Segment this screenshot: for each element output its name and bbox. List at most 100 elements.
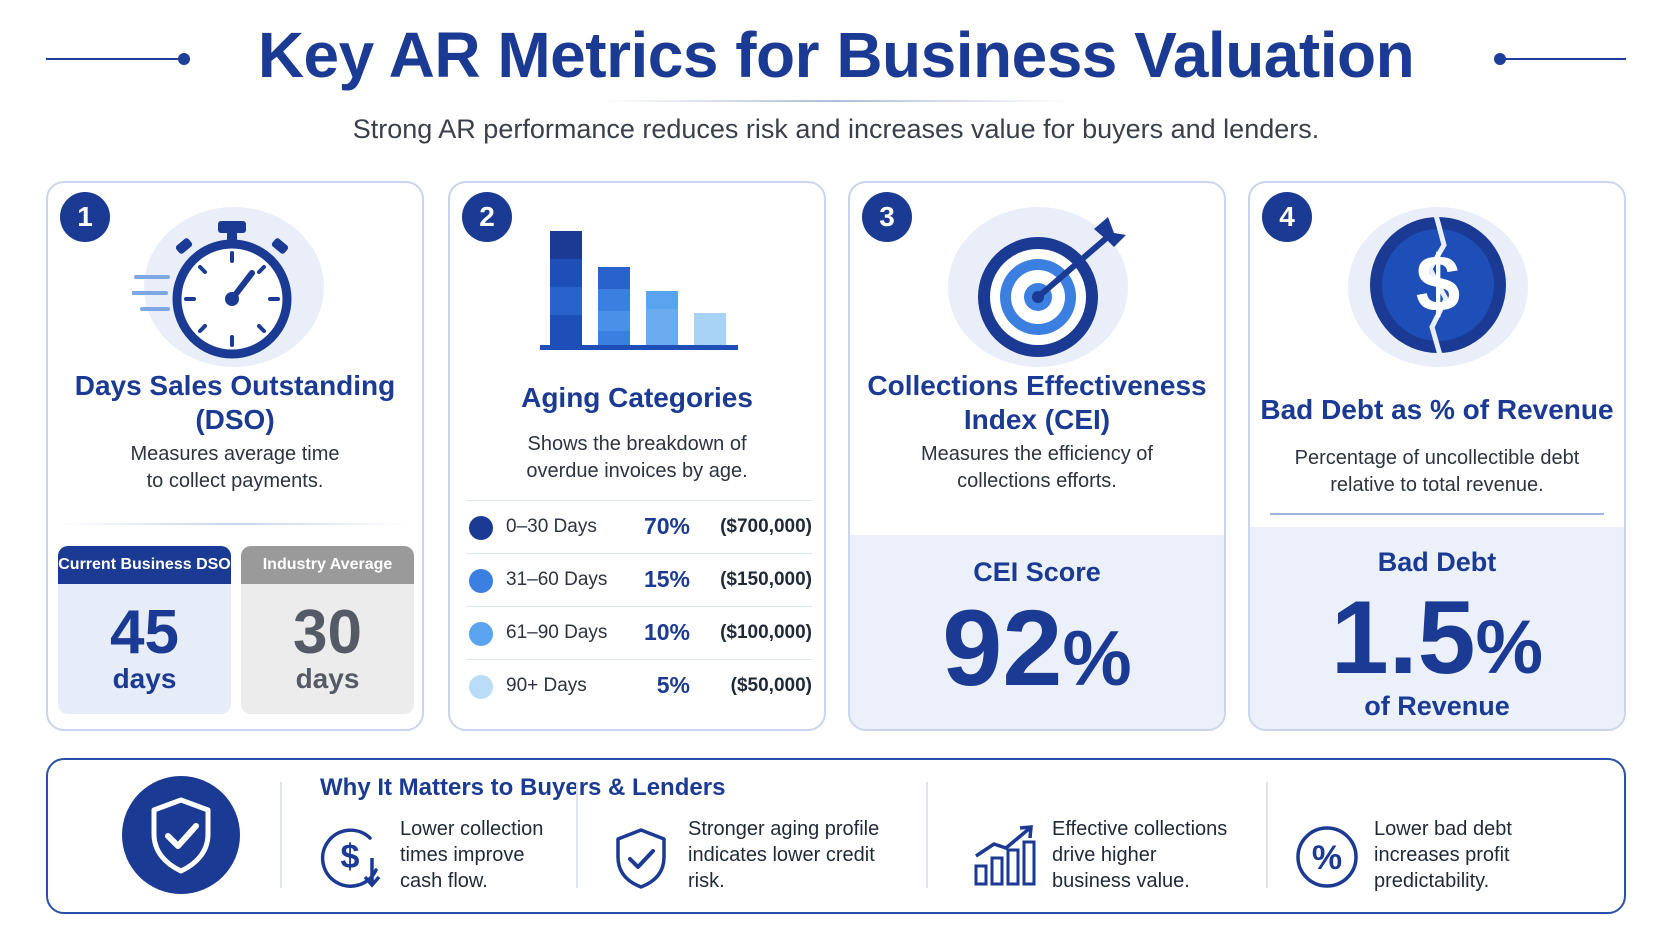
card-dso: 1 Days Sales Outstanding (DSO) Measures … [46, 181, 424, 731]
divider [926, 782, 928, 888]
divider [58, 523, 412, 525]
divider [576, 782, 578, 888]
title-rule-right [1500, 58, 1626, 60]
percent-icon: % [1296, 826, 1358, 888]
card-description-line: collections efforts. [957, 470, 1117, 492]
card-aging: 2 Aging Categories Shows the breakdown o… [448, 181, 826, 731]
aging-amount: ($100,000) [720, 622, 812, 643]
why-text-line: Lower bad debt [1374, 818, 1512, 840]
shield-badge [122, 776, 240, 894]
card-description-line: overdue invoices by age. [526, 460, 748, 482]
aging-percent: 15% [643, 566, 690, 592]
card-description: Measures the efficiency of collections e… [870, 441, 1204, 495]
card-description-line: relative to total revenue. [1330, 474, 1544, 496]
card-cei: 3 Collections Effectiveness Index (CEI) … [848, 181, 1226, 731]
card-title: Aging Categories [521, 382, 753, 413]
page-subtitle: Strong AR performance reduces risk and i… [352, 114, 1320, 144]
why-text-line: increases profit [1374, 844, 1510, 866]
why-it-matters-panel: Why It Matters to Buyers & Lenders $ Low… [46, 758, 1626, 914]
title-rule-left [46, 58, 181, 60]
why-text: Effective collections drive higher busin… [1052, 816, 1252, 894]
header: Key AR Metrics for Business Valuation St… [0, 0, 1672, 160]
divider [280, 782, 282, 888]
industry-average-box: Industry Average 30 days [241, 546, 414, 714]
bad-debt-label: Bad Debt [1377, 547, 1497, 577]
cei-score-value: 92% [850, 593, 1224, 713]
bad-debt-value: 1.5% [1250, 585, 1624, 701]
aging-amount: ($50,000) [730, 675, 812, 696]
aging-amount: ($150,000) [720, 569, 812, 590]
why-text-line: times improve [400, 844, 525, 866]
card-title: Collections Effectiveness Index (CEI) [860, 369, 1214, 437]
svg-text:$: $ [1416, 239, 1461, 328]
why-text-line: drive higher [1052, 844, 1157, 866]
aging-row: 0–30 Days 70% ($700,000) [466, 500, 812, 553]
card-description: Percentage of uncollectible debt relativ… [1270, 445, 1604, 499]
card-title-line: (DSO) [195, 404, 275, 435]
bad-debt-number: 1.5 [1330, 580, 1476, 696]
why-title: Why It Matters to Buyers & Lenders [320, 774, 726, 801]
aging-range: 90+ Days [506, 675, 587, 696]
aging-color-dot [469, 516, 493, 540]
card-description-line: Percentage of uncollectible debt [1294, 447, 1580, 469]
card-number-badge: 2 [462, 192, 512, 242]
growth-chart-icon [974, 825, 1036, 886]
bad-debt-panel: Bad Debt 1.5% of Revenue [1250, 527, 1624, 729]
card-description-line: Measures the efficiency of [921, 443, 1153, 465]
card-title-line: Days Sales Outstanding [74, 370, 396, 401]
card-title: Bad Debt as % of Revenue [1260, 394, 1614, 425]
cei-score-label: CEI Score [973, 557, 1101, 587]
card-description-line: Shows the breakdown of [527, 433, 747, 455]
dollar-down-icon: $ [320, 828, 381, 888]
bar-chart-icon [540, 231, 738, 350]
aging-range: 0–30 Days [506, 516, 597, 537]
current-dso-label: Current Business DSO [58, 546, 231, 584]
page-title: Key AR Metrics for Business Valuation [257, 19, 1415, 91]
current-dso-value: 45 [110, 598, 179, 667]
card-number-badge: 4 [1262, 192, 1312, 242]
aging-row: 90+ Days 5% ($50,000) [466, 659, 812, 712]
current-dso-box: Current Business DSO 45 days [58, 546, 231, 714]
industry-average-unit: days [295, 663, 360, 694]
aging-percent: 10% [643, 619, 690, 645]
subtitle-rule [600, 100, 1070, 102]
card-number-badge: 1 [60, 192, 110, 242]
card-description-line: Measures average time [130, 443, 340, 465]
cei-score-unit: % [1062, 614, 1132, 702]
card-bad-debt: 4 $ Bad Debt as % of Revenue Percentage … [1248, 181, 1626, 731]
industry-average-label: Industry Average [241, 546, 414, 584]
aging-row: 61–90 Days 10% ($100,000) [466, 606, 812, 659]
aging-amount: ($700,000) [720, 516, 812, 537]
card-title-line: Collections Effectiveness [867, 370, 1207, 401]
bad-debt-unit: % [1475, 605, 1544, 690]
stopwatch-icon [132, 221, 292, 359]
why-text-line: predictability. [1374, 870, 1490, 892]
svg-text:%: % [1312, 839, 1342, 877]
why-text-line: cash flow. [400, 870, 488, 892]
divider [1270, 513, 1604, 515]
dollar-coin-icon: $ [1370, 215, 1506, 355]
why-text-line: risk. [688, 870, 725, 892]
why-text-line: indicates lower credit [688, 844, 875, 866]
aging-range: 31–60 Days [506, 569, 608, 590]
why-text-line: Stronger aging profile [688, 818, 880, 840]
target-icon [978, 217, 1126, 357]
cei-score-panel: CEI Score 92% [850, 535, 1224, 729]
aging-percent: 5% [656, 672, 690, 698]
aging-percent: 70% [643, 513, 690, 539]
why-text-line: business value. [1052, 870, 1190, 892]
cei-score-number: 92 [942, 587, 1063, 708]
card-title-line: Index (CEI) [963, 404, 1111, 435]
bad-debt-caption: of Revenue [1364, 691, 1510, 721]
industry-average-value: 30 [293, 598, 362, 667]
aging-color-dot [469, 569, 493, 593]
svg-text:$: $ [341, 838, 360, 876]
card-description-line: to collect payments. [146, 470, 324, 492]
card-description: Measures average time to collect payment… [68, 441, 402, 495]
aging-color-dot [469, 675, 493, 699]
shield-check-icon [616, 828, 666, 889]
aging-color-dot [469, 622, 493, 646]
why-text: Lower collection times improve cash flow… [400, 816, 600, 894]
card-description: Shows the breakdown of overdue invoices … [470, 431, 804, 485]
current-dso-unit: days [112, 663, 177, 694]
